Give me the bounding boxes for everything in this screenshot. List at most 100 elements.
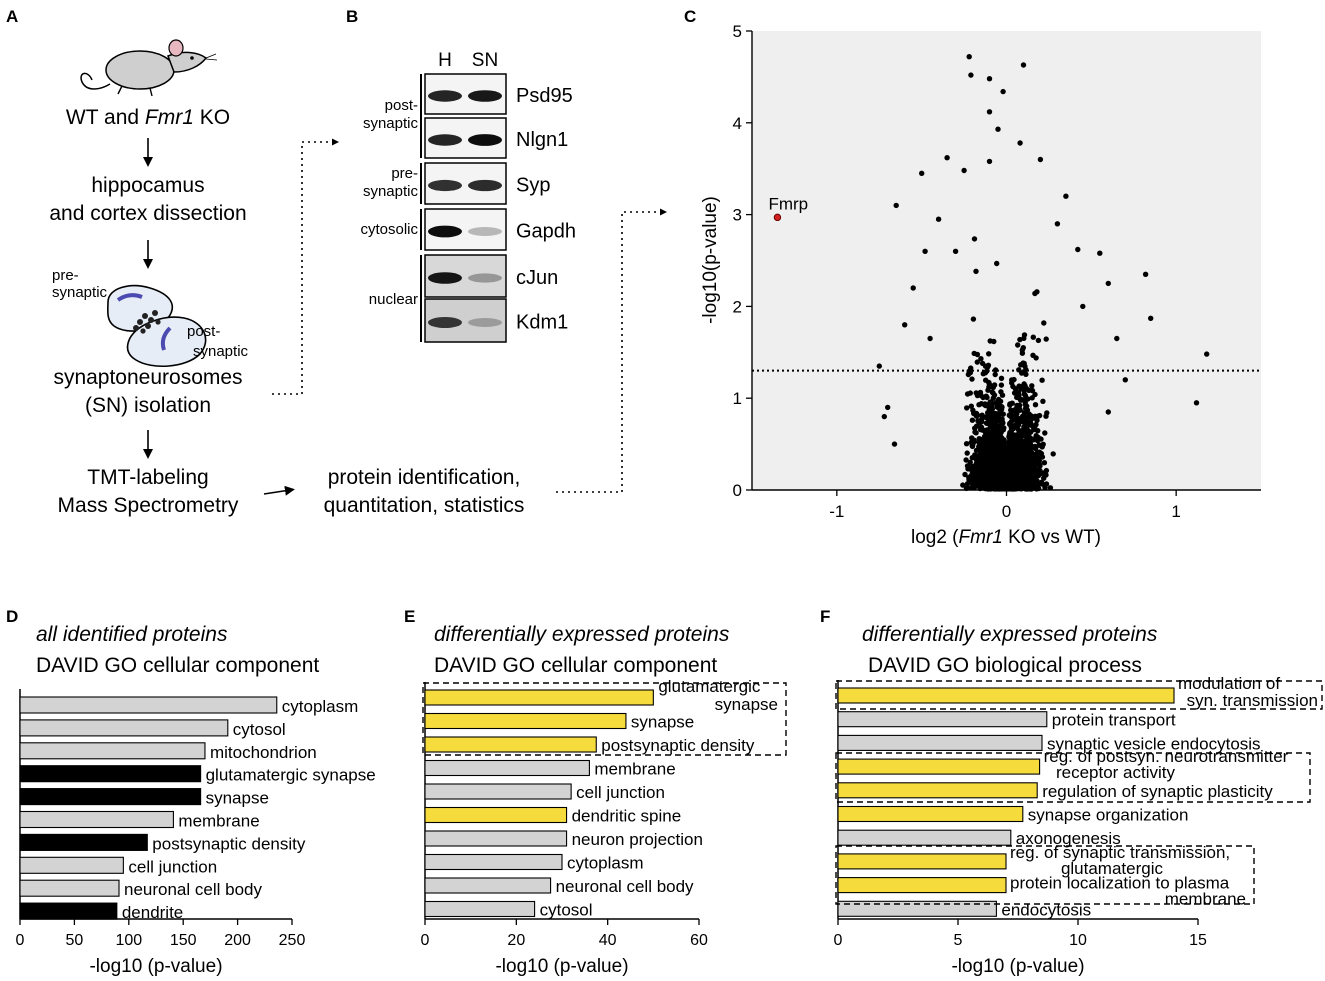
group-label-presynaptic-2: synaptic	[363, 183, 419, 200]
protein-point	[1018, 480, 1025, 486]
protein-point	[1029, 383, 1035, 389]
protein-point	[991, 382, 998, 388]
panel-f-title-2: DAVID GO biological process	[868, 654, 1142, 677]
protein-point	[1193, 400, 1200, 406]
protein-point	[1010, 461, 1017, 468]
step-sn-line1: synaptoneurosomes	[53, 366, 242, 389]
protein-point	[983, 414, 989, 421]
protein-point	[1020, 463, 1027, 469]
protein-point	[1024, 444, 1030, 450]
protein-point	[1012, 438, 1019, 444]
protein-point	[980, 436, 987, 442]
protein-point	[1036, 442, 1042, 448]
protein-point	[1031, 472, 1037, 479]
protein-point	[1002, 476, 1008, 482]
protein-point	[988, 434, 995, 441]
protein-point	[976, 446, 982, 453]
bar	[837, 877, 1007, 894]
panel-e-title-2: DAVID GO cellular component	[434, 654, 717, 677]
protein-point	[1080, 303, 1086, 310]
bar-label: synapse	[206, 789, 269, 808]
protein-point	[986, 478, 993, 485]
bar-label: membrane	[1165, 890, 1246, 909]
protein-point	[963, 485, 970, 492]
protein-point	[1050, 451, 1056, 457]
blot-column-h: H	[438, 50, 452, 71]
protein-point	[1033, 355, 1039, 361]
y-tick-label: 4	[733, 114, 742, 133]
pre-synaptic-label-1: pre-	[52, 267, 79, 284]
panel-d-title-2: DAVID GO cellular component	[36, 654, 319, 677]
protein-point	[992, 410, 999, 417]
bar-label: postsynaptic density	[601, 736, 755, 755]
bar	[424, 712, 627, 730]
protein-point	[979, 475, 985, 481]
protein-point	[1002, 453, 1008, 459]
bar	[424, 830, 568, 847]
bar	[837, 758, 1041, 775]
protein-point	[1015, 342, 1021, 348]
protein-point	[1037, 156, 1044, 163]
protein-point	[976, 402, 982, 408]
protein-point	[1020, 345, 1026, 351]
volcano-ticks: 0 1 2 3 4 5 -1 0 1	[733, 22, 1181, 521]
bar	[424, 900, 536, 918]
protein-point	[989, 446, 996, 453]
bar-chart-d: 0 50 100 150 200 250 cytoplasm cytosol mitochond…	[16, 689, 376, 949]
x-tick-label: 40	[599, 932, 617, 949]
protein-point	[995, 126, 1001, 132]
protein-point	[973, 460, 979, 467]
blot-label-cjun: cJun	[516, 267, 558, 289]
bar-label: postsynaptic density	[152, 834, 306, 853]
mouse-illustration	[80, 39, 218, 97]
group-label-nuclear: nuclear	[369, 291, 418, 308]
blot-band	[428, 134, 462, 146]
bar-label: synapse	[715, 695, 778, 714]
protein-point	[1002, 457, 1009, 464]
volcano-y-label: -log10(p-value)	[700, 196, 721, 324]
protein-point	[1012, 386, 1019, 392]
protein-point	[944, 155, 950, 161]
bar	[19, 765, 202, 783]
x-tick-label: 0	[1002, 502, 1011, 521]
western-blots: Psd95 Nlgn1 Syp Gapdh cJun Kdm1	[424, 73, 576, 343]
protein-point	[1021, 360, 1027, 367]
protein-point	[980, 462, 986, 469]
panel-a: A WT and Fmr1 KO hippocamus and cortex d…	[6, 7, 667, 517]
protein-point	[994, 447, 1000, 453]
panel-c: C 0 1 2 3 4 5 -1 0 1 Fmrp -log10(p-value) log2 (…	[684, 7, 1261, 548]
blot-band	[428, 272, 462, 284]
bar-label: neuron projection	[572, 830, 703, 849]
x-tick-label: 60	[690, 932, 708, 949]
protein-point	[983, 402, 989, 409]
protein-point	[967, 459, 973, 465]
protein-point	[1031, 436, 1037, 443]
blot-band	[468, 273, 502, 283]
bar-label: regulation of synaptic plasticity	[1042, 782, 1273, 801]
bar-label: synapse	[631, 713, 694, 732]
protein-point	[971, 410, 977, 417]
bar	[19, 788, 202, 806]
protein-point	[998, 436, 1004, 443]
protein-point	[988, 455, 994, 461]
panel-letter-c: C	[684, 7, 696, 26]
bar-label: glutamatergic synapse	[206, 766, 376, 785]
panel-letter-e: E	[404, 607, 415, 626]
protein-point	[1114, 335, 1120, 342]
bar-label: dendrite	[122, 903, 183, 922]
protein-point	[1021, 381, 1027, 387]
protein-point	[1018, 430, 1024, 437]
protein-point	[935, 216, 942, 222]
protein-point	[1015, 485, 1021, 492]
protein-point	[1013, 466, 1019, 472]
protein-point	[990, 423, 996, 429]
step-protein-line2: quantitation, statistics	[324, 494, 525, 517]
protein-point	[989, 389, 995, 395]
step-tmt-line1: TMT-labeling	[87, 466, 208, 489]
x-tick-label: 1	[1171, 502, 1180, 521]
bar	[424, 759, 590, 777]
protein-point	[966, 477, 972, 483]
protein-point	[987, 406, 993, 412]
bar-label: mitochondrion	[210, 743, 317, 762]
bar	[837, 853, 1007, 870]
